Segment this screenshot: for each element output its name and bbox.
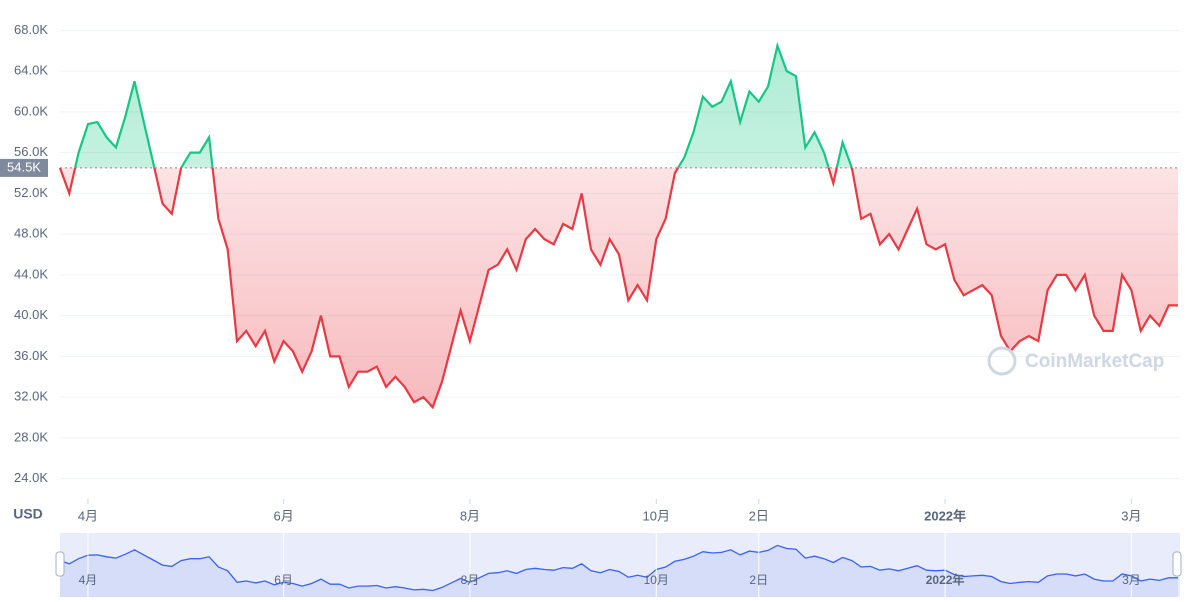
y-tick-label: 56.0K xyxy=(14,144,48,159)
navigator-label: 10月 xyxy=(644,573,669,587)
x-tick-label: 8月 xyxy=(460,508,480,523)
y-tick-label: 52.0K xyxy=(14,185,48,200)
y-tick-label: 28.0K xyxy=(14,429,48,444)
navigator-label: 4月 xyxy=(79,573,98,587)
navigator-handle[interactable] xyxy=(55,551,65,577)
y-tick-label: 24.0K xyxy=(14,470,48,485)
navigator-handle[interactable] xyxy=(1172,551,1182,577)
navigator-label: 3月 xyxy=(1122,573,1141,587)
navigator-label: 2日 xyxy=(749,573,768,587)
price-line-down xyxy=(58,167,1178,410)
x-tick-label: 10月 xyxy=(643,508,670,523)
x-tick-label: 2022年 xyxy=(924,508,966,523)
area-below xyxy=(60,167,1178,408)
y-tick-label: 40.0K xyxy=(14,307,48,322)
watermark: CoinMarketCap xyxy=(1025,351,1164,372)
baseline-badge xyxy=(0,158,48,177)
y-tick-label: 32.0K xyxy=(14,389,48,404)
y-axis-label: USD xyxy=(13,506,43,522)
watermark-logo xyxy=(987,346,1017,376)
navigator-label: 8月 xyxy=(461,573,480,587)
y-tick-label: 64.0K xyxy=(14,63,48,78)
y-tick-label: 44.0K xyxy=(14,266,48,281)
y-tick-label: 68.0K xyxy=(14,22,48,37)
x-tick-label: 3月 xyxy=(1121,508,1141,523)
y-tick-label: 36.0K xyxy=(14,348,48,363)
x-tick-label: 2日 xyxy=(749,508,769,523)
navigator-label: 6月 xyxy=(274,573,293,587)
navigator-area xyxy=(60,545,1178,597)
x-tick-label: 4月 xyxy=(78,508,98,523)
navigator-line xyxy=(59,544,1178,592)
y-tick-label: 60.0K xyxy=(14,103,48,118)
x-tick-label: 6月 xyxy=(273,508,293,523)
navigator-label: 2022年 xyxy=(926,572,965,587)
baseline-label: 54.5K xyxy=(7,159,41,174)
y-tick-label: 48.0K xyxy=(14,226,48,241)
